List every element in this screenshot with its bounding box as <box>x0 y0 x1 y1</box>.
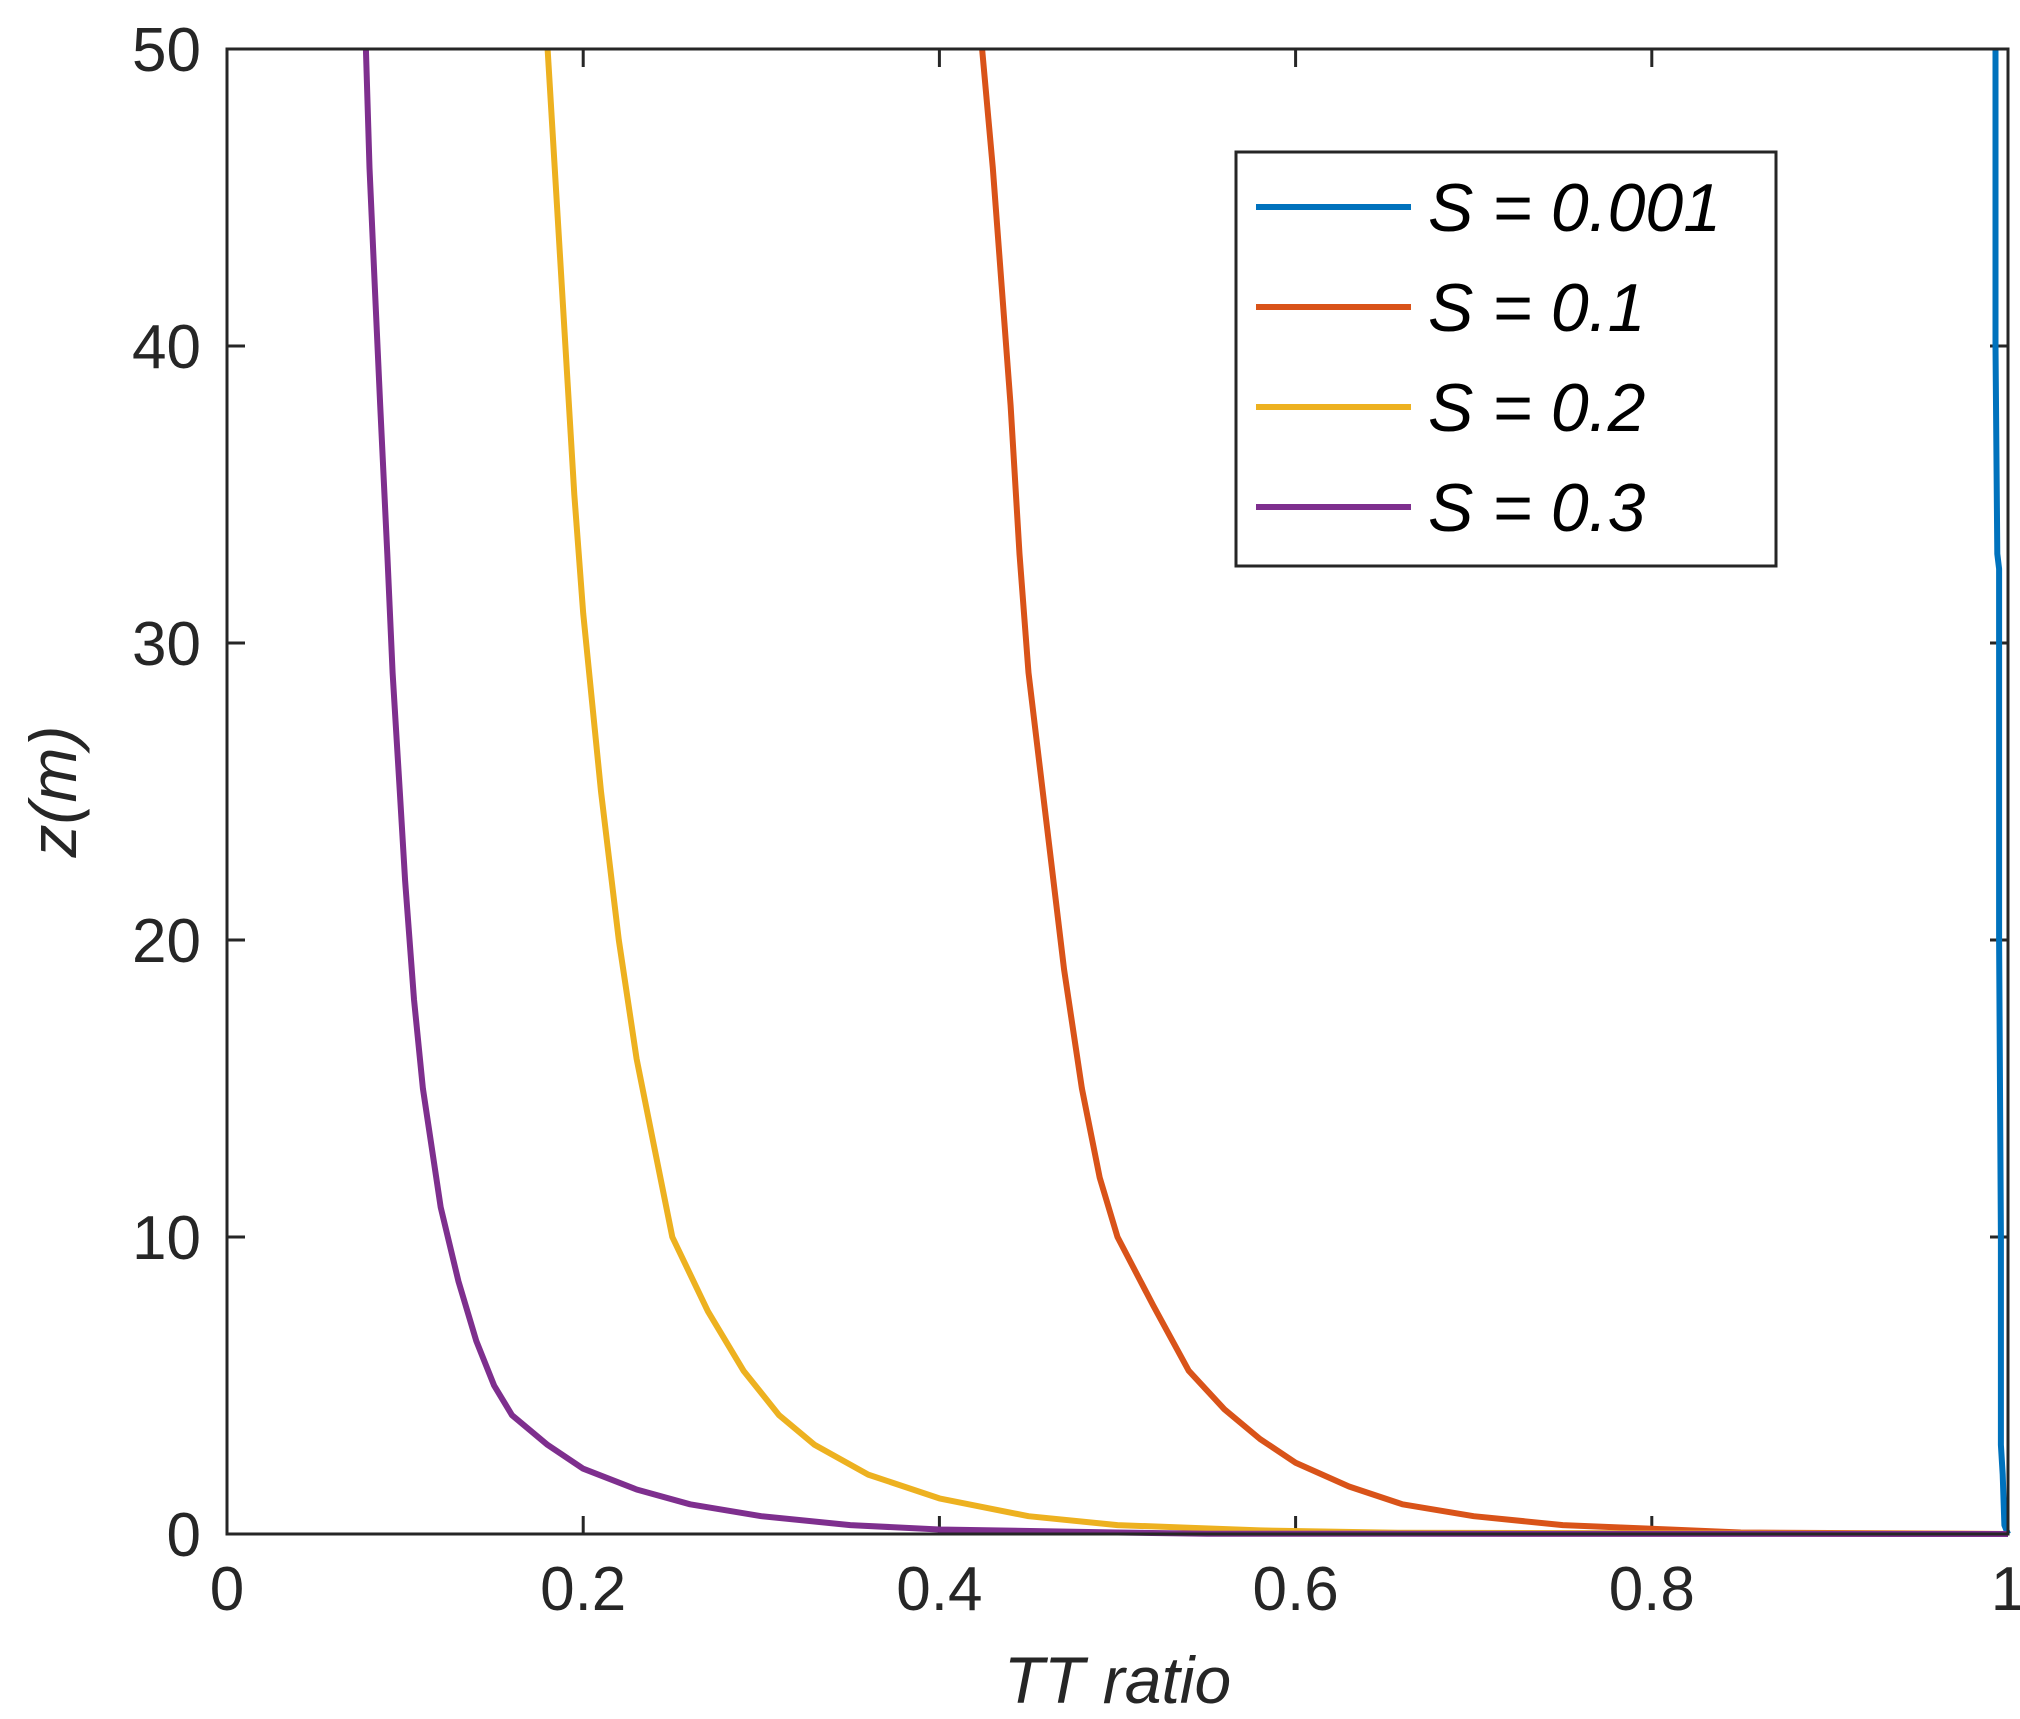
x-tick-label: 0.6 <box>1252 1555 1338 1624</box>
legend-label: S = 0.001 <box>1428 170 1721 246</box>
legend-items: S = 0.001 S = 0.1 S = 0.2 S = 0.3 <box>1256 170 1721 546</box>
y-tick-label: 10 <box>132 1204 201 1273</box>
x-tick-labels: 0 0.2 0.4 0.6 0.8 1 <box>210 1555 2020 1624</box>
y-tick-labels: 0 10 20 30 40 50 <box>132 16 201 1570</box>
y-tick-label: 0 <box>167 1501 201 1570</box>
x-tick-label: 1 <box>1991 1555 2020 1624</box>
x-tick-label: 0.4 <box>896 1555 982 1624</box>
series-line <box>544 48 2009 1537</box>
legend-label: S = 0.3 <box>1428 470 1646 546</box>
axes-box <box>225 47 2010 1536</box>
series-layer <box>362 48 2011 1537</box>
y-axis-label: z(m) <box>16 726 90 859</box>
x-tick-label: 0.8 <box>1609 1555 1695 1624</box>
y-tick-label: 50 <box>132 16 201 85</box>
series-line <box>979 48 2009 1537</box>
legend-label: S = 0.1 <box>1428 270 1645 346</box>
legend-box <box>1234 150 1778 568</box>
series-line <box>1992 49 2011 1536</box>
y-tick-label: 40 <box>132 313 201 382</box>
x-tick-label: 0.2 <box>540 1555 626 1624</box>
x-tick-label: 0 <box>210 1555 244 1624</box>
y-tick-label: 30 <box>132 610 201 679</box>
legend: S = 0.001 S = 0.1 S = 0.2 S = 0.3 <box>1234 150 1778 568</box>
y-tick-label: 20 <box>132 907 201 976</box>
x-axis-label: TT ratio <box>1004 1643 1231 1717</box>
series-line <box>362 48 2009 1537</box>
legend-label: S = 0.2 <box>1428 370 1645 446</box>
